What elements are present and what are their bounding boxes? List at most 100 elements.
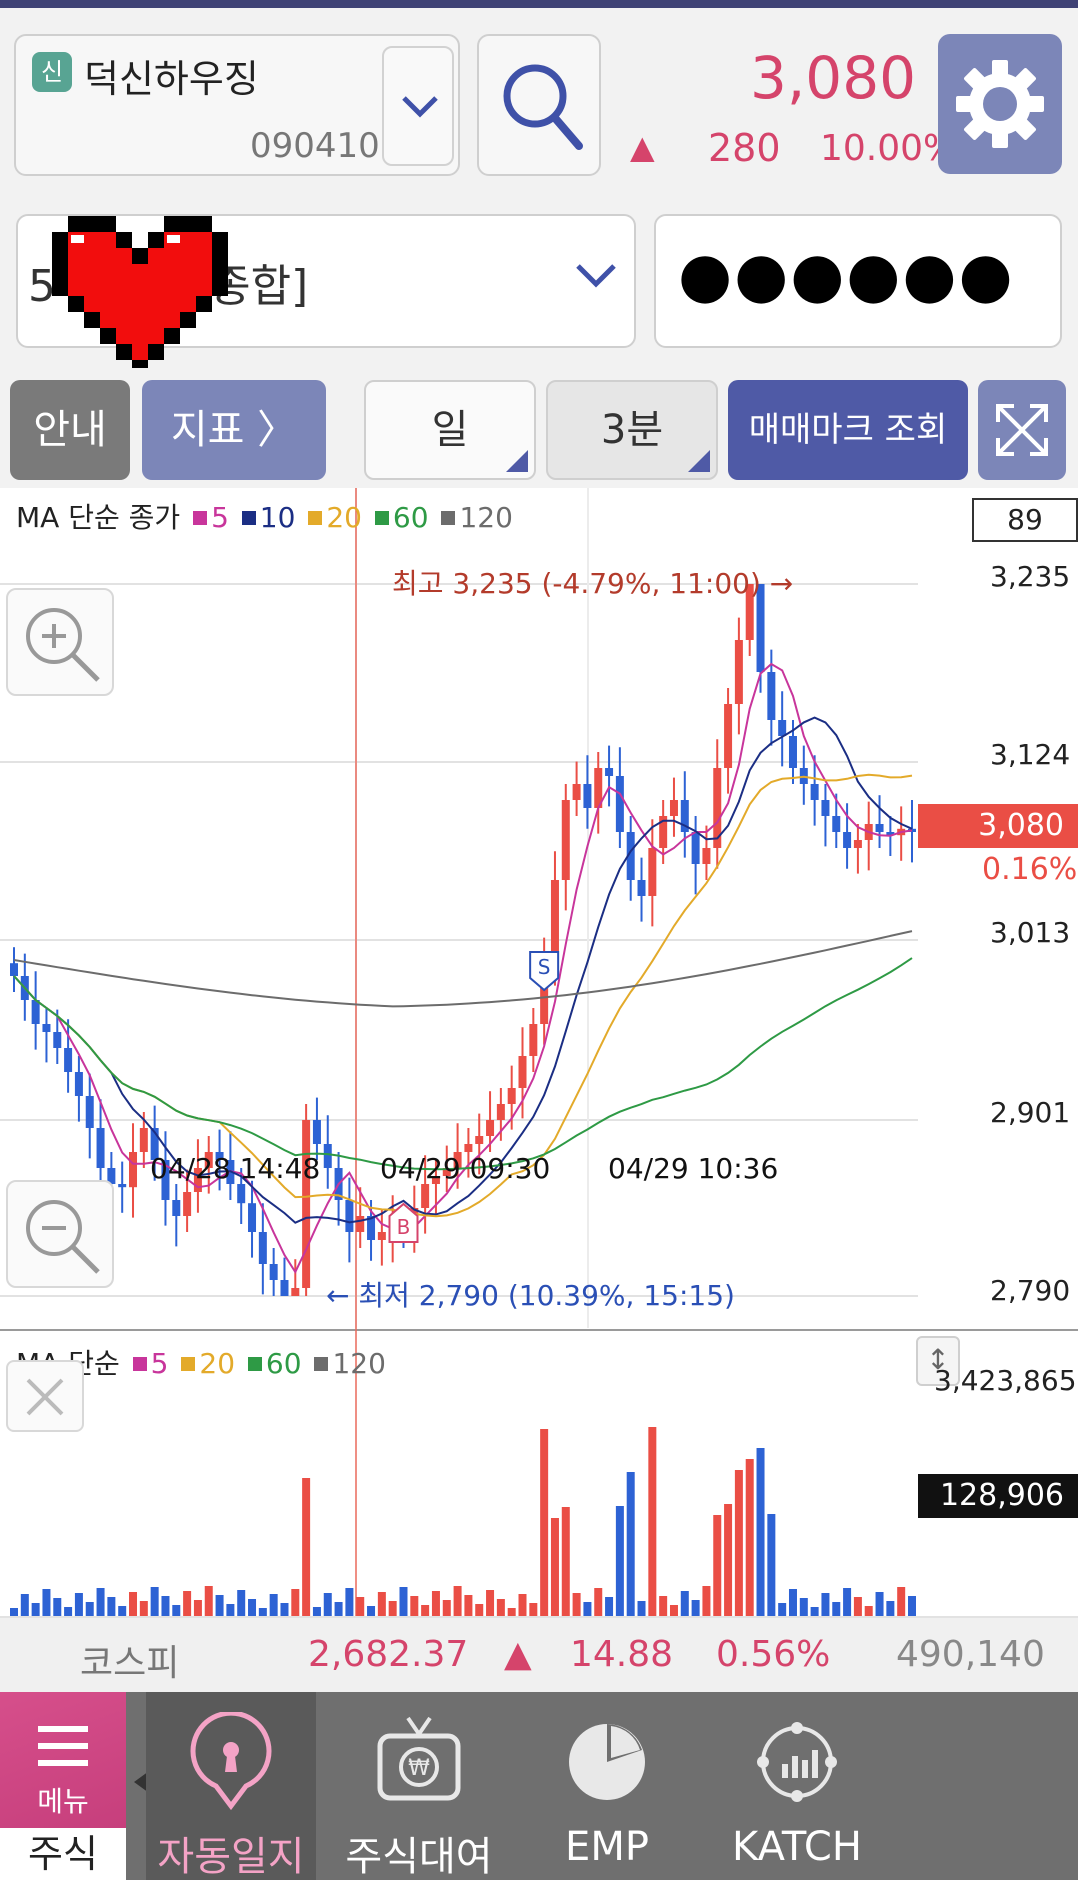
candle-body xyxy=(215,1152,224,1160)
candle-body xyxy=(237,1184,246,1204)
volume-bar xyxy=(442,1600,451,1616)
volume-bar xyxy=(96,1588,105,1616)
stock-name: 덕신하우징 xyxy=(84,57,259,101)
volume-bar xyxy=(583,1602,592,1616)
stock-tab[interactable]: 주식 xyxy=(0,1828,126,1880)
corner-triangle-icon xyxy=(506,450,528,472)
nav-katch[interactable]: KATCH xyxy=(712,1692,882,1880)
volume-bar xyxy=(280,1603,289,1616)
candle-body xyxy=(356,1216,365,1232)
volume-bar xyxy=(323,1593,332,1616)
candle-body xyxy=(193,1168,202,1192)
candle-body xyxy=(345,1200,354,1232)
password-field[interactable]: ●●●●●● xyxy=(654,214,1062,348)
indicator-button[interactable]: 지표 〉 xyxy=(142,380,326,480)
price-volume-chart[interactable]: SB xyxy=(0,488,1078,1616)
volume-bar xyxy=(150,1587,159,1616)
candle-body xyxy=(702,848,711,864)
candle-body xyxy=(453,1152,462,1168)
ma-line-20 xyxy=(13,773,913,1218)
candle-body xyxy=(367,1216,376,1240)
index-change: 14.88 xyxy=(570,1634,674,1675)
nav-emp[interactable]: EMP xyxy=(522,1692,692,1880)
stock-code: 090410 xyxy=(250,126,380,166)
volume-bar xyxy=(886,1601,895,1616)
vol-legend-ma-60: 60 xyxy=(265,1347,302,1380)
vol-legend-ma-5: 5 xyxy=(150,1347,169,1380)
volume-bar xyxy=(248,1599,257,1616)
stock-selector[interactable]: 신 덕신하우징 090410 xyxy=(14,34,460,176)
volume-bar xyxy=(388,1601,397,1616)
index-change-pct: 0.56% xyxy=(716,1634,831,1675)
volume-bar xyxy=(85,1602,94,1616)
close-volume-button[interactable] xyxy=(6,1360,84,1432)
guide-button[interactable]: 안내 xyxy=(10,380,130,480)
candle-body xyxy=(724,704,733,768)
x-label-3: 04/29 10:36 xyxy=(608,1152,779,1185)
index-up-arrow-icon: ▲ xyxy=(504,1634,532,1675)
volume-bar xyxy=(269,1594,278,1616)
nav-auto-journal-label: 자동일지 xyxy=(157,1834,305,1880)
candle-body xyxy=(96,1128,105,1168)
candle-body xyxy=(172,1200,181,1216)
resize-handle-icon[interactable]: ↕ xyxy=(916,1336,960,1386)
market-index-bar[interactable]: 코스피 2,682.37 ▲ 14.88 0.56% 490,140 xyxy=(0,1616,1078,1692)
trade-mark-button[interactable]: 매매마크 조회 xyxy=(728,380,968,480)
volume-bar xyxy=(475,1604,484,1616)
volume-bar xyxy=(74,1593,83,1616)
nav-auto-journal[interactable]: 자동일지 xyxy=(146,1692,316,1880)
volume-bar xyxy=(20,1594,29,1616)
candle-body xyxy=(161,1160,170,1200)
search-icon xyxy=(503,64,583,150)
search-button[interactable] xyxy=(477,34,601,176)
zoom-in-button[interactable] xyxy=(6,588,114,696)
up-arrow-icon: ▲ xyxy=(630,128,655,166)
chevron-down-icon xyxy=(402,96,438,118)
candle-count: 89 xyxy=(972,498,1078,542)
candle-body xyxy=(637,880,646,896)
nav-stock-lending[interactable]: ₩ 주식대여 xyxy=(334,1692,504,1880)
interval-select[interactable]: 3분 xyxy=(546,380,718,480)
volume-bar xyxy=(204,1586,213,1616)
expand-button[interactable] xyxy=(978,380,1066,480)
y-label-2901: 2,901 xyxy=(990,1096,1071,1129)
stock-dropdown-button[interactable] xyxy=(382,46,454,166)
volume-bar xyxy=(226,1604,235,1616)
nav-stock-lending-label: 주식대여 xyxy=(345,1834,493,1880)
settings-button[interactable] xyxy=(938,34,1062,174)
y-label-2790: 2,790 xyxy=(990,1274,1071,1307)
volume-bar xyxy=(431,1591,440,1616)
tv-won-icon: ₩ xyxy=(377,1716,461,1801)
candle-body xyxy=(150,1128,159,1160)
volume-bar xyxy=(702,1586,711,1616)
volume-bar xyxy=(453,1586,462,1616)
zoom-out-button[interactable] xyxy=(6,1180,114,1288)
stock-header: 신 덕신하우징 090410 3,080 ▲ 280 10.00% xyxy=(0,8,1078,194)
candle-body xyxy=(302,1120,311,1288)
candle-body xyxy=(85,1096,94,1128)
candle-body xyxy=(550,880,559,960)
ma-line-10 xyxy=(13,716,913,1224)
volume-bar xyxy=(529,1603,538,1616)
period-select[interactable]: 일 xyxy=(364,380,536,480)
volume-bar xyxy=(605,1597,614,1616)
menu-button[interactable]: 메뉴 주식 xyxy=(0,1692,126,1880)
volume-bar xyxy=(377,1592,386,1616)
volume-bar xyxy=(810,1607,819,1616)
volume-bar xyxy=(183,1591,192,1616)
katch-network-icon xyxy=(757,1722,837,1802)
volume-bar xyxy=(626,1472,635,1616)
candle-body xyxy=(540,960,549,1024)
candle-body xyxy=(756,584,765,672)
zoom-out-icon xyxy=(26,1200,100,1274)
candle-body xyxy=(42,1024,51,1032)
candle-body xyxy=(442,1168,451,1176)
candle-body xyxy=(853,840,862,848)
volume-bar xyxy=(107,1597,116,1616)
ma-line-120 xyxy=(13,930,913,1008)
volume-bar xyxy=(139,1601,148,1616)
candle-body xyxy=(626,832,635,880)
x-label-1: 04/28 14:48 xyxy=(150,1152,321,1185)
candle-body xyxy=(669,800,678,816)
